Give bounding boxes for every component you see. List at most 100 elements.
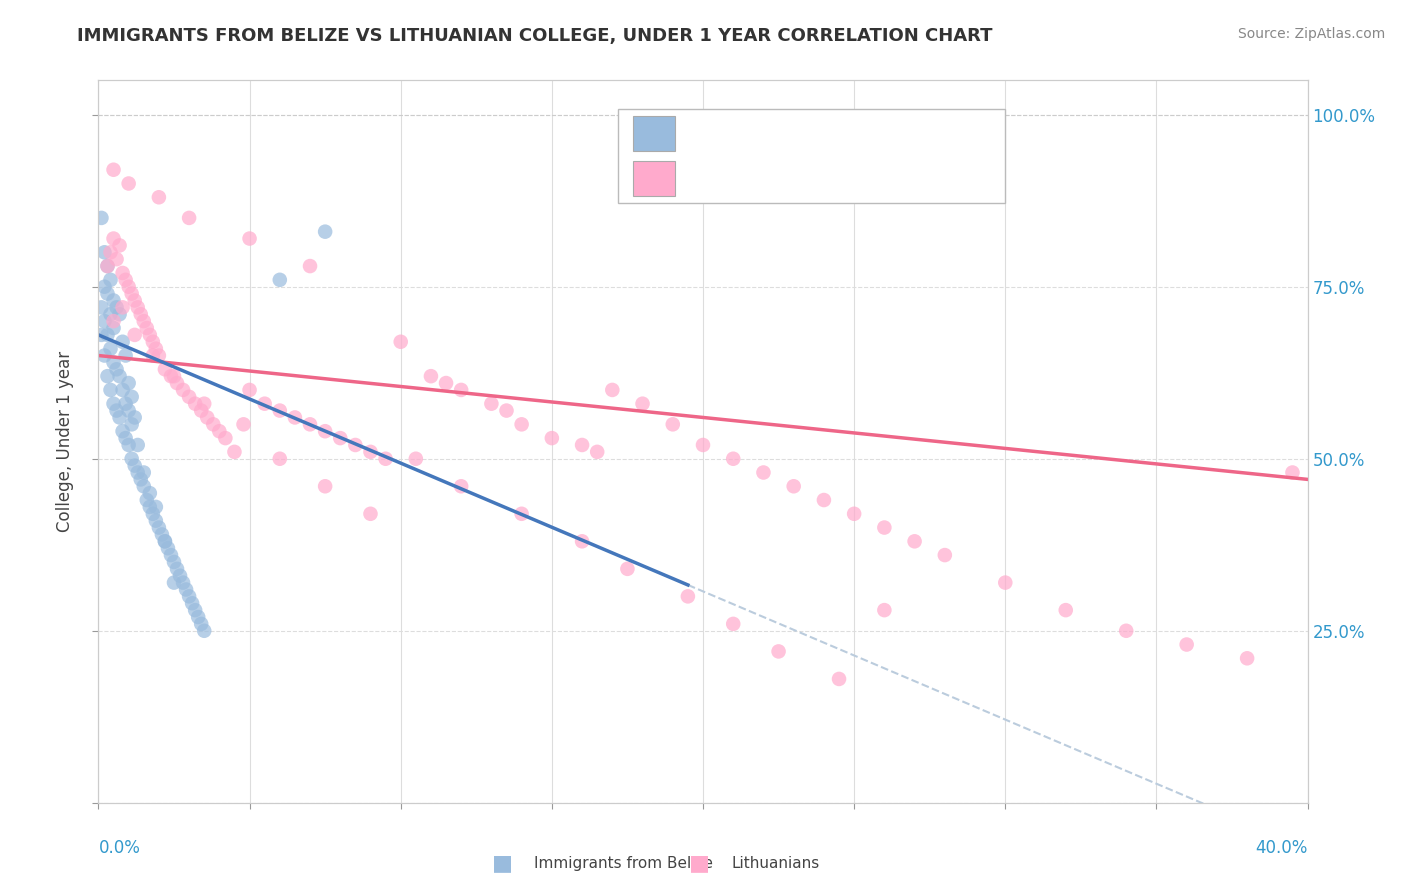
Point [108,307,131,321]
Point [434,376,457,390]
Point [184,397,207,411]
Point [193,397,215,411]
Point [190,403,212,417]
Point [100,273,122,287]
Point [129,307,152,321]
Point [420,369,443,384]
Point [148,190,170,204]
Point [187,610,209,624]
Text: 0.0%: 0.0% [98,839,141,857]
Point [994,575,1017,590]
Point [166,376,188,390]
Point [118,279,141,293]
Point [145,514,167,528]
Point [374,451,396,466]
Point [190,616,212,631]
FancyBboxPatch shape [619,109,1005,203]
Point [405,451,427,466]
Point [179,390,201,404]
Point [1115,624,1137,638]
Point [253,397,276,411]
Point [314,424,336,438]
Point [121,417,143,432]
Point [360,507,382,521]
Point [202,417,225,432]
Text: Lithuanians: Lithuanians [731,856,820,871]
Point [108,369,131,384]
Point [571,534,593,549]
Point [934,548,956,562]
Point [118,177,141,191]
Point [121,451,143,466]
Point [139,500,162,514]
Point [145,342,167,356]
Point [783,479,806,493]
Point [118,403,141,417]
Point [90,211,112,225]
Text: 40.0%: 40.0% [1256,839,1308,857]
Point [93,314,115,328]
Point [153,362,176,376]
Point [108,238,131,252]
Point [100,245,122,260]
Point [723,451,745,466]
Point [329,431,352,445]
Point [174,582,197,597]
Point [314,225,336,239]
Point [93,349,115,363]
Point [111,383,134,397]
Point [163,369,186,384]
Point [269,273,291,287]
Point [1054,603,1077,617]
Point [135,493,157,508]
Point [132,314,155,328]
Point [139,327,162,342]
Point [142,334,165,349]
Point [752,466,775,480]
Point [904,534,927,549]
Point [139,486,162,500]
FancyBboxPatch shape [633,117,675,151]
Point [103,397,125,411]
Point [873,603,896,617]
Point [135,321,157,335]
Point [153,534,176,549]
Point [148,349,170,363]
Point [121,390,143,404]
Point [184,603,207,617]
Point [111,334,134,349]
Point [179,211,201,225]
Point [129,472,152,486]
Point [616,562,638,576]
Point [239,383,262,397]
Point [96,286,118,301]
Point [160,369,183,384]
Point [1281,466,1303,480]
Point [156,541,179,556]
Point [127,301,149,315]
Point [510,417,533,432]
Point [172,575,194,590]
Point [127,438,149,452]
Point [1175,638,1198,652]
Point [163,555,186,569]
Point [127,466,149,480]
Point [132,466,155,480]
Point [111,301,134,315]
Point [214,431,236,445]
Point [103,321,125,335]
Point [360,445,382,459]
Point [96,327,118,342]
Point [540,431,562,445]
Point [114,349,136,363]
Point [100,307,122,321]
Point [121,286,143,301]
Point [142,507,165,521]
Point [208,424,231,438]
Point [103,293,125,308]
Point [148,520,170,534]
Point [344,438,367,452]
Point [224,445,246,459]
Point [90,327,112,342]
Point [96,259,118,273]
